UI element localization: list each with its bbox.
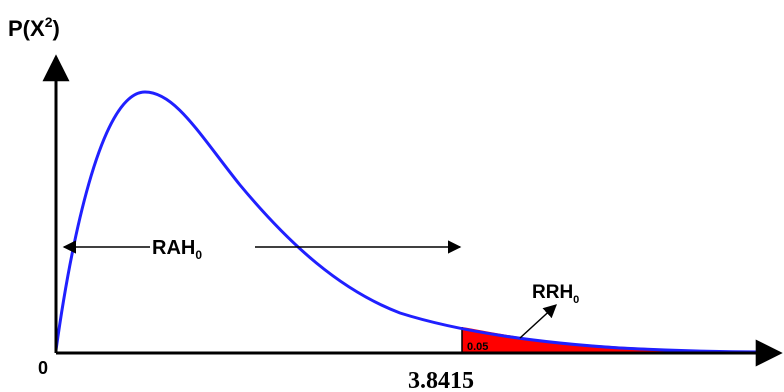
alpha-label: 0.05 (467, 341, 488, 353)
rejection-region-pointer (519, 304, 557, 339)
acceptance-region-label: RAH0 (152, 237, 202, 262)
rejection-region-label: RRH0 (532, 282, 579, 306)
chi-square-curve (54, 90, 773, 354)
y-axis-label: P(X2) (8, 14, 60, 41)
rejection-region-fill (462, 327, 772, 353)
critical-value-label: 3.8415 (408, 368, 474, 392)
origin-label: 0 (38, 358, 48, 378)
